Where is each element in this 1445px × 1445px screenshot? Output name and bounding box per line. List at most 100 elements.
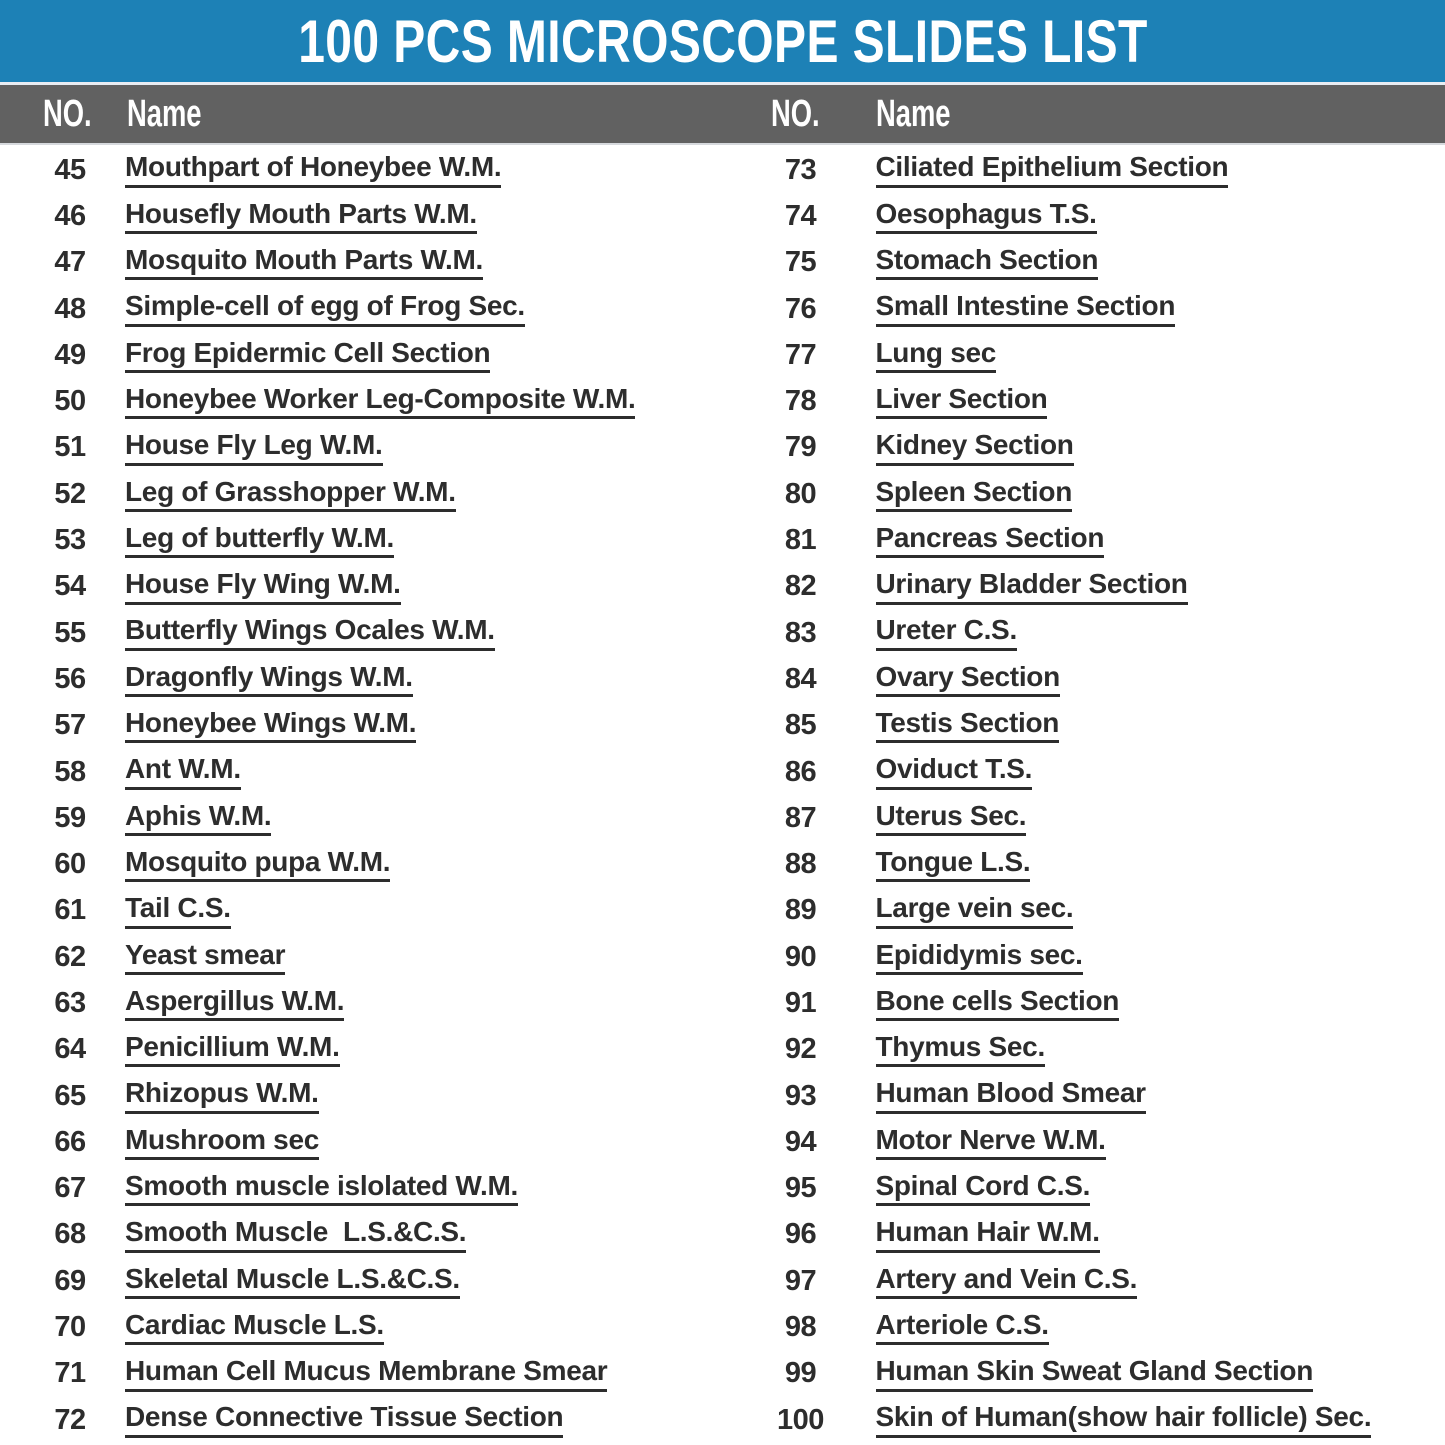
slide-row: 70 Cardiac Muscle L.S. (0, 1304, 723, 1350)
slide-name: Pancreas Section (875, 522, 1104, 559)
slide-name: Yeast smear (125, 939, 285, 975)
slide-row: 66 Mushroom sec (0, 1119, 723, 1165)
slide-row: 65 Rhizopus W.M. (0, 1073, 723, 1119)
slide-number: 45 (54, 153, 86, 186)
slide-number: 64 (54, 1033, 86, 1066)
slide-row: 96 Human Hair W.M. (723, 1212, 1445, 1258)
slide-row: 59 Aphis W.M. (0, 795, 723, 841)
slide-row: 54 House Fly Wing W.M. (0, 564, 723, 610)
slide-row: 46 Housefly Mouth Parts W.M. (0, 193, 723, 239)
slide-name: Human Hair W.M. (875, 1217, 1100, 1253)
slide-row: 60 Mosquito pupa W.M. (0, 841, 723, 887)
slide-name: Tongue L.S. (875, 847, 1031, 883)
slide-number: 46 (54, 199, 86, 232)
slide-row: 84 Ovary Section (723, 656, 1445, 702)
slide-name: Thymus Sec. (875, 1032, 1045, 1068)
slide-name: Butterfly Wings Ocales W.M. (125, 615, 495, 651)
slide-row: 89 Large vein sec. (723, 888, 1445, 934)
slide-name: Artery and Vein C.S. (875, 1263, 1137, 1299)
slide-row: 100 Skin of Human(show hair follicle) Sec… (723, 1397, 1445, 1443)
slide-name: Dense Connective Tissue Section (125, 1402, 564, 1438)
slide-number: 67 (54, 1172, 86, 1205)
slides-column-right: 73 Ciliated Epithelium Section 74 Oesophagu… (723, 147, 1445, 1443)
slide-row: 75 Stomach Section (723, 240, 1445, 286)
slide-name: Skin of Human(show hair follicle) Sec. (875, 1402, 1372, 1438)
slide-row: 92 Thymus Sec. (723, 1027, 1445, 1073)
page-title: 100 PCS MICROSCOPE SLIDES LIST (297, 7, 1148, 75)
slide-number: 76 (784, 292, 817, 325)
slide-number: 88 (784, 848, 817, 881)
slide-name: Oviduct T.S. (875, 754, 1032, 790)
slide-name: Ovary Section (875, 661, 1060, 698)
slide-number: 54 (54, 570, 86, 603)
slide-row: 78 Liver Section (723, 378, 1445, 424)
slide-name: Mosquito Mouth Parts W.M. (125, 245, 483, 281)
slide-number: 95 (784, 1172, 817, 1205)
slide-number: 75 (784, 246, 817, 279)
slide-row: 95 Spinal Cord C.S. (723, 1166, 1445, 1212)
slide-name: Mosquito pupa W.M. (125, 847, 391, 883)
slide-name: Leg of Grasshopper W.M. (125, 476, 456, 512)
slide-name: Honeybee Worker Leg-Composite W.M. (125, 384, 636, 420)
right-header-name: Name (875, 92, 951, 135)
slide-number: 70 (54, 1311, 86, 1344)
slide-name: Cardiac Muscle L.S. (125, 1310, 384, 1346)
slide-row: 56 Dragonfly Wings W.M. (0, 656, 723, 702)
slide-number: 62 (54, 940, 86, 973)
slide-row: 48 Simple-cell of egg of Frog Sec. (0, 286, 723, 332)
slide-row: 87 Uterus Sec. (723, 795, 1445, 841)
slide-name: Lung sec (875, 337, 996, 374)
slide-row: 73 Ciliated Epithelium Section (723, 147, 1445, 193)
slide-number: 49 (54, 338, 86, 371)
slide-name: Smooth muscle islolated W.M. (125, 1171, 518, 1207)
slide-number: 96 (784, 1218, 817, 1251)
slide-number: 92 (784, 1033, 817, 1066)
slide-number: 83 (784, 616, 817, 649)
slide-number: 68 (54, 1218, 86, 1251)
slide-row: 98 Arteriole C.S. (723, 1304, 1445, 1350)
slide-number: 55 (54, 616, 86, 649)
slide-row: 63 Aspergillus W.M. (0, 980, 723, 1026)
slide-number: 48 (54, 292, 86, 325)
slide-number: 98 (784, 1311, 817, 1344)
slide-row: 52 Leg of Grasshopper W.M. (0, 471, 723, 517)
slide-row: 67 Smooth muscle islolated W.M. (0, 1166, 723, 1212)
slide-name: Large vein sec. (875, 893, 1074, 929)
slide-name: Human Skin Sweat Gland Section (875, 1356, 1313, 1392)
slide-row: 45 Mouthpart of Honeybee W.M. (0, 147, 723, 193)
left-header-no: NO. (43, 92, 92, 135)
slide-name: Human Blood Smear (875, 1078, 1146, 1114)
slide-name: Human Cell Mucus Membrane Smear (125, 1356, 608, 1392)
slide-name: Spinal Cord C.S. (875, 1171, 1090, 1207)
slide-row: 71 Human Cell Mucus Membrane Smear (0, 1351, 723, 1397)
slide-number: 82 (784, 570, 817, 603)
slide-name: Honeybee Wings W.M. (125, 708, 416, 744)
slide-number: 99 (784, 1357, 817, 1390)
slide-row: 91 Bone cells Section (723, 980, 1445, 1026)
slide-name: Uterus Sec. (875, 800, 1027, 836)
slide-name: Aphis W.M. (125, 800, 272, 836)
slide-name: Simple-cell of egg of Frog Sec. (125, 291, 525, 327)
slide-row: 94 Motor Nerve W.M. (723, 1119, 1445, 1165)
slide-row: 85 Testis Section (723, 703, 1445, 749)
slide-name: House Fly Leg W.M. (125, 430, 383, 466)
left-header-name: Name (127, 92, 202, 135)
slide-number: 52 (54, 477, 86, 510)
slide-number: 100 (777, 1403, 824, 1436)
slide-name: Liver Section (875, 384, 1048, 420)
slide-name: Skeletal Muscle L.S.&C.S. (125, 1263, 460, 1299)
slides-list: 45 Mouthpart of Honeybee W.M. 46 Housefly M… (0, 145, 1445, 1443)
slide-row: 82 Urinary Bladder Section (723, 564, 1445, 610)
slide-number: 51 (54, 431, 86, 464)
title-bar: 100 PCS MICROSCOPE SLIDES LIST (0, 0, 1445, 85)
slide-number: 77 (784, 338, 817, 371)
slide-row: 53 Leg of butterfly W.M. (0, 517, 723, 563)
slide-row: 88 Tongue L.S. (723, 841, 1445, 887)
slide-row: 69 Skeletal Muscle L.S.&C.S. (0, 1258, 723, 1304)
slide-number: 63 (54, 986, 86, 1019)
slide-number: 87 (784, 801, 817, 834)
slide-name: Testis Section (875, 708, 1059, 744)
slide-number: 73 (784, 153, 817, 186)
slide-name: Oesophagus T.S. (875, 198, 1097, 235)
slide-row: 90 Epididymis sec. (723, 934, 1445, 980)
